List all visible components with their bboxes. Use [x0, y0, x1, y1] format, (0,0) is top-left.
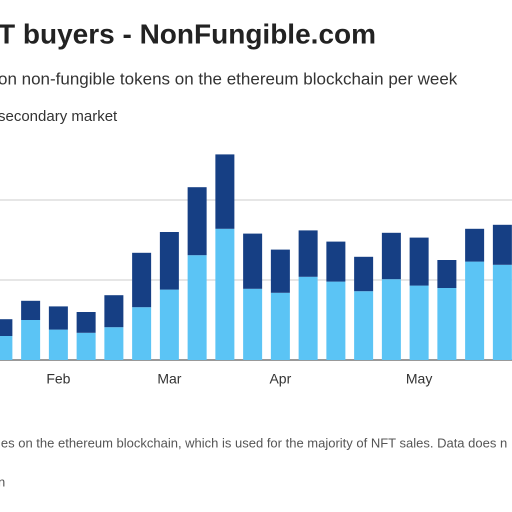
footnote: les on the ethereum blockchain, which is… — [0, 435, 507, 450]
bar-segment — [48, 306, 68, 330]
bar-segment — [409, 285, 429, 360]
bar-segment — [159, 289, 179, 360]
bar-segment — [132, 307, 152, 360]
bar-segment — [187, 187, 207, 256]
x-tick-label: Feb — [46, 371, 70, 387]
x-tick-label: Apr — [269, 371, 291, 387]
bar-segment — [354, 256, 374, 292]
bar-segment — [215, 154, 235, 229]
chart-subtitle: on non-fungible tokens on the ethereum b… — [0, 69, 458, 88]
bar-segment — [270, 292, 290, 360]
bar-segment — [187, 255, 207, 360]
bar-segment — [492, 224, 512, 265]
bar-segment — [0, 319, 13, 336]
chart-title: T buyers - NonFungible.com — [0, 18, 376, 49]
chart-subtitle: secondary market — [0, 108, 118, 125]
bar-segment — [409, 237, 429, 286]
bar-segment — [132, 252, 152, 308]
bar-segment — [270, 249, 290, 293]
bar-segment — [437, 288, 457, 360]
bar-segment — [381, 279, 401, 360]
bar-segment — [326, 241, 346, 282]
bar-segment — [298, 230, 318, 277]
bar-segment — [243, 233, 263, 289]
bar-segment — [465, 228, 485, 262]
bar-segment — [465, 261, 485, 360]
bar-segment — [76, 332, 96, 360]
bar-segment — [381, 232, 401, 280]
bar-segment — [326, 281, 346, 360]
bar-segment — [104, 327, 124, 360]
bar-segment — [21, 300, 41, 320]
bar-segment — [437, 260, 457, 288]
bar-segment — [354, 291, 374, 360]
bar-segment — [0, 336, 13, 360]
bar-segment — [104, 295, 124, 328]
footnote: n — [0, 474, 5, 489]
x-tick-label: Mar — [157, 371, 181, 387]
bar-segment — [159, 232, 179, 290]
bar-segment — [215, 228, 235, 360]
bar-segment — [243, 288, 263, 360]
bar-segment — [21, 320, 41, 360]
bar-segment — [76, 312, 96, 333]
bar-segment — [298, 276, 318, 360]
x-tick-label: May — [406, 371, 432, 387]
bar-segment — [492, 264, 512, 360]
bar-segment — [48, 329, 68, 360]
